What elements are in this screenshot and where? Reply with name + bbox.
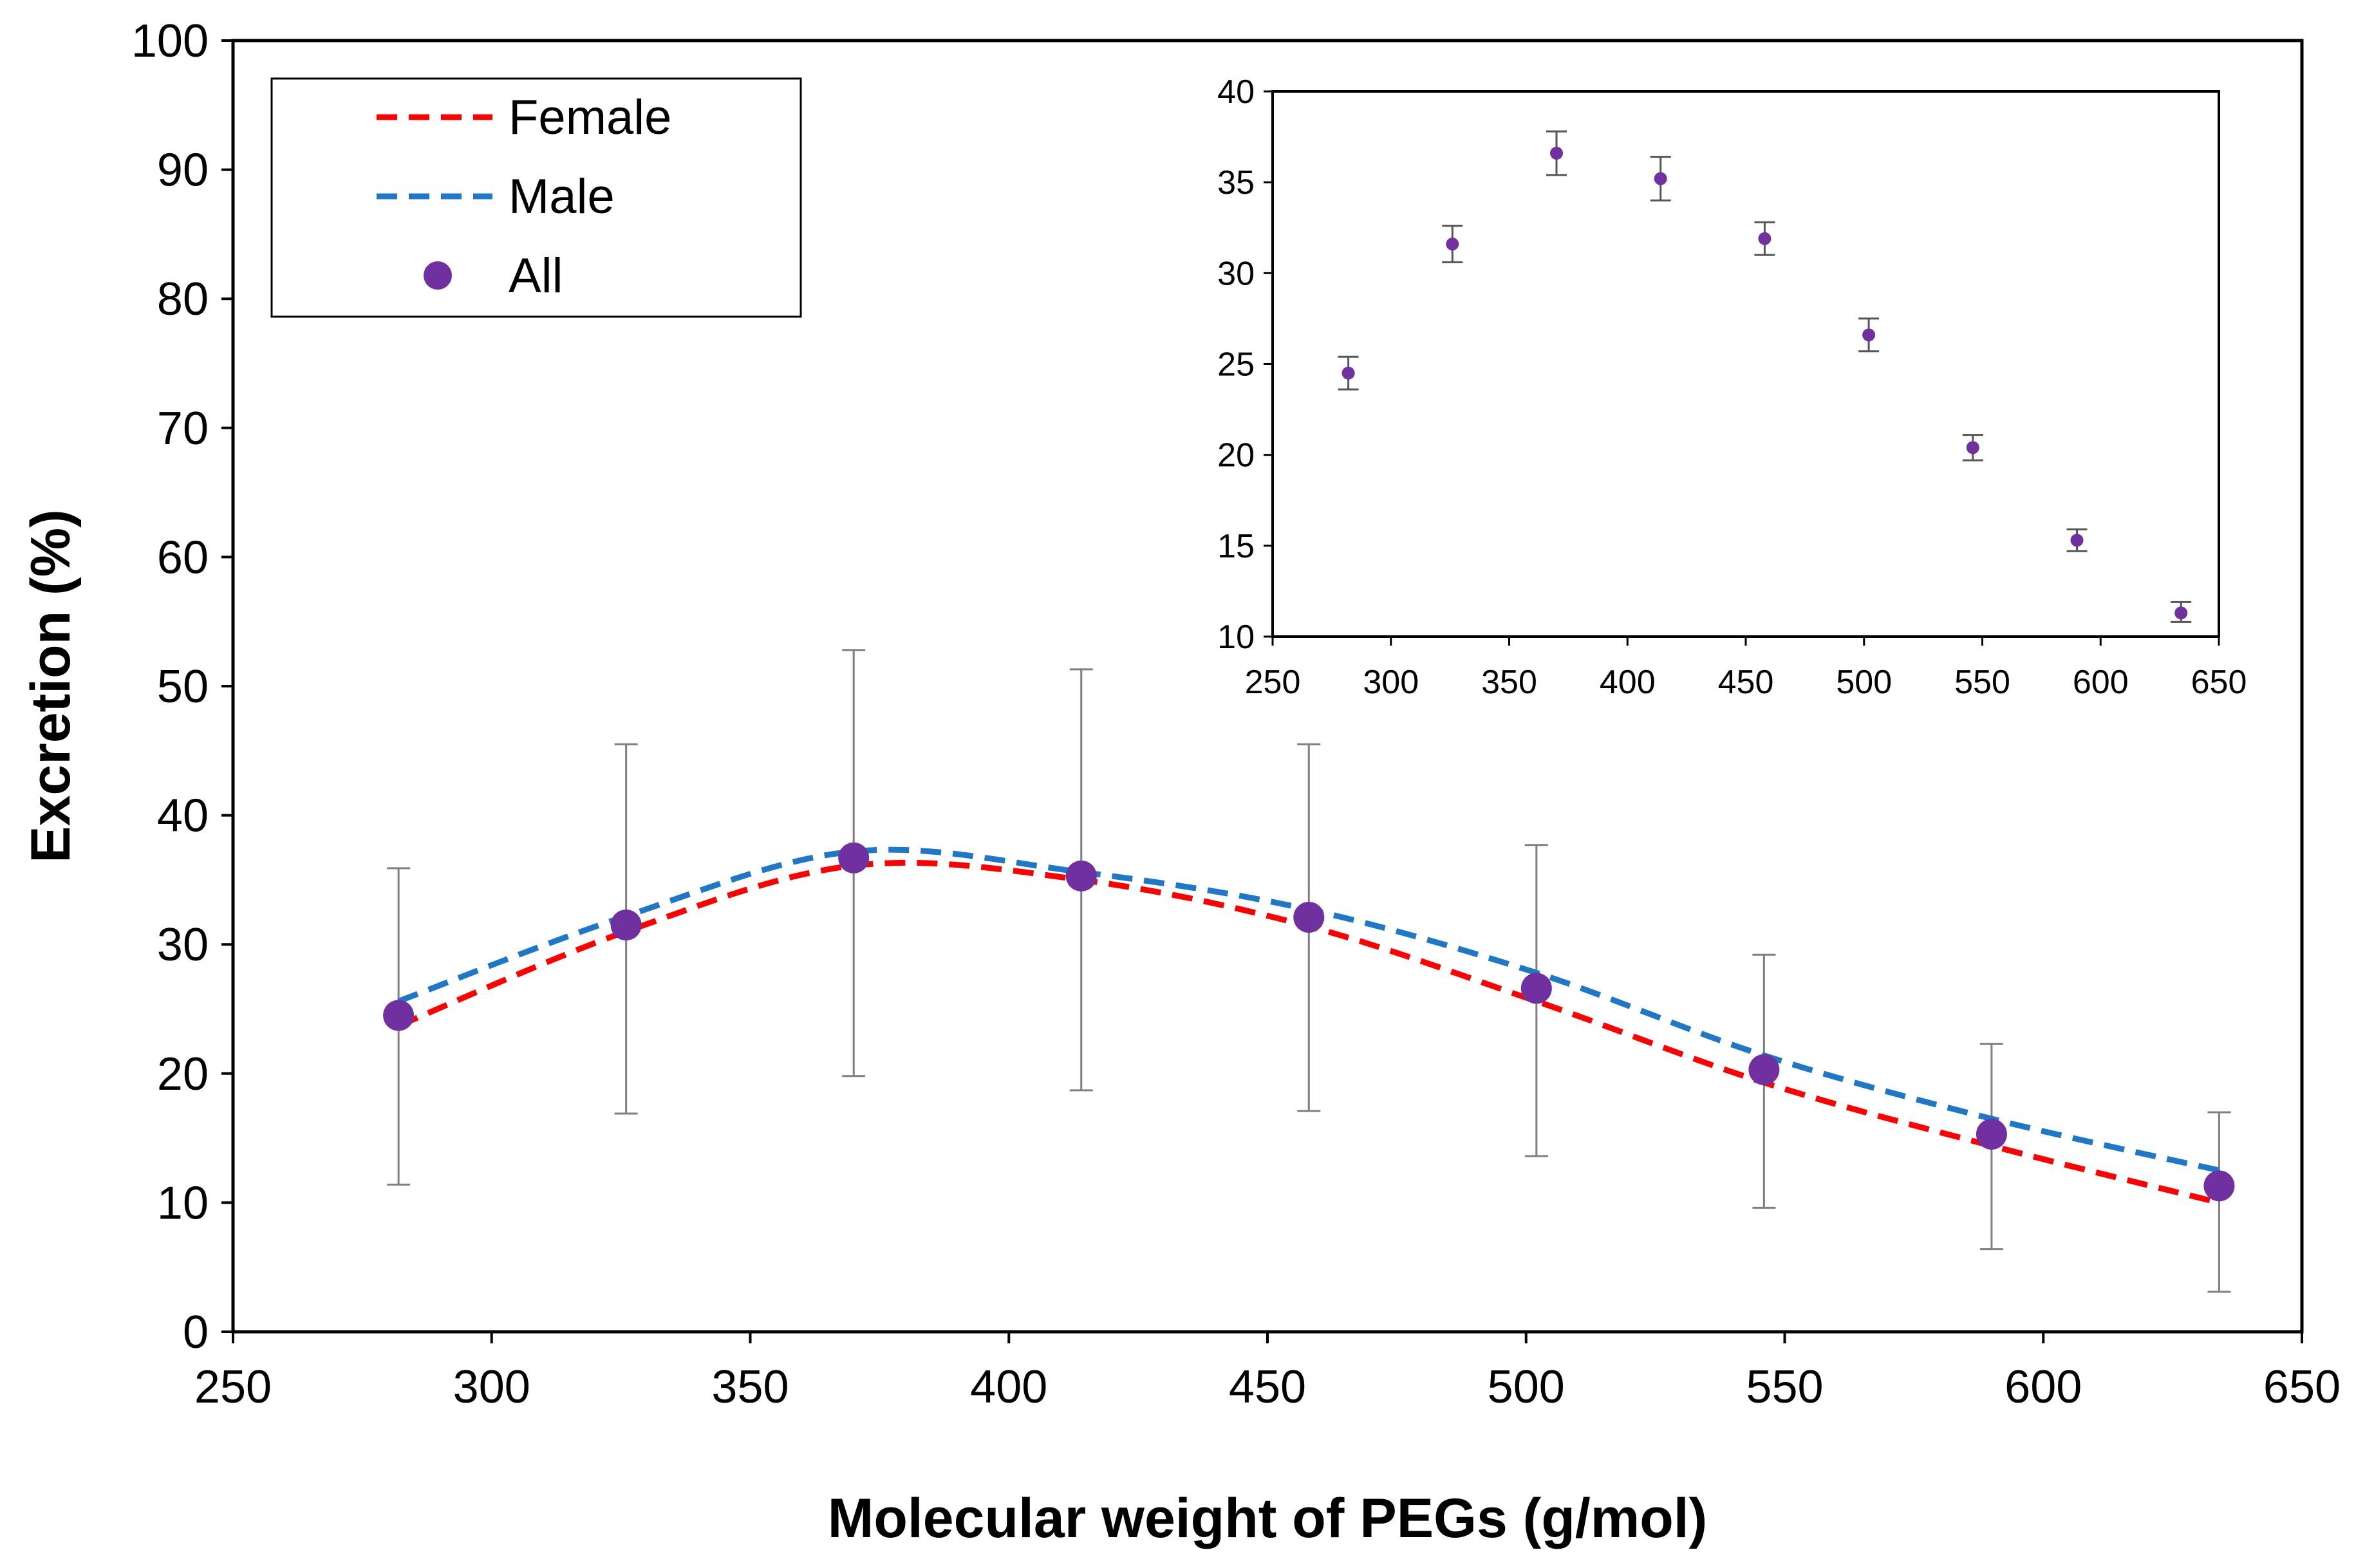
inset-point	[1758, 232, 1771, 245]
legend-all-label: All	[509, 248, 563, 303]
inset-y-axis-ticks: 10 15 20 25 30 35 40	[1217, 73, 1273, 656]
main-y-tick-label: 30	[157, 919, 209, 971]
main-y-tick-label: 40	[157, 790, 209, 842]
inset-plot-frame	[1271, 90, 2220, 638]
inset-plot: 10 15 20 25 30 35 40 250 300 350 400 450 500 550 600 6…	[1217, 73, 2247, 701]
inset-markers	[1341, 146, 2188, 620]
inset-y-tick-label: 15	[1217, 528, 1255, 565]
main-all-point	[838, 842, 870, 873]
inset-x-tick-label: 500	[1836, 664, 1892, 701]
main-y-tick-label: 100	[131, 15, 209, 67]
inset-point	[1654, 172, 1667, 185]
main-x-tick-label: 250	[194, 1361, 272, 1413]
main-y-tick-label: 20	[157, 1049, 209, 1100]
main-x-tick-label: 500	[1488, 1361, 1565, 1413]
main-x-tick-label: 600	[2005, 1361, 2082, 1413]
inset-x-tick-label: 300	[1363, 664, 1419, 701]
main-all-point	[1065, 860, 1097, 891]
main-all-point	[383, 1000, 415, 1031]
inset-x-tick-label: 550	[1954, 664, 2010, 701]
legend-box	[270, 77, 802, 318]
main-all-point	[1748, 1054, 1780, 1085]
main-all-point	[1293, 902, 1325, 933]
inset-point	[1446, 238, 1459, 251]
main-x-tick-label: 550	[1746, 1361, 1823, 1413]
main-series-markers	[383, 842, 2235, 1202]
main-x-tick-label: 400	[970, 1361, 1047, 1413]
main-all-point	[2203, 1170, 2235, 1202]
main-y-tick-label: 80	[157, 274, 209, 325]
main-plot: 0 10 20 30 40 50 60 70 80 90 100 250 300 350 400 450 50…	[131, 15, 2341, 1413]
inset-x-tick-label: 650	[2191, 664, 2247, 701]
main-y-tick-label: 90	[157, 145, 209, 196]
inset-point	[2070, 534, 2084, 547]
main-all-point	[1976, 1119, 2007, 1150]
main-x-tick-label: 450	[1229, 1361, 1306, 1413]
x-axis-title: Molecular weight of PEGs (g/mol)	[828, 1488, 1708, 1549]
legend-female-label: Female	[509, 90, 671, 145]
main-y-tick-label: 60	[157, 532, 209, 583]
main-error-bars	[387, 649, 2231, 1293]
main-y-tick-label: 70	[157, 403, 209, 454]
main-y-tick-label: 10	[157, 1177, 209, 1229]
main-x-tick-label: 650	[2263, 1361, 2341, 1413]
legend: Female Male All	[270, 77, 802, 318]
main-x-axis-ticks: 250 300 350 400 450 500 550 600 650	[194, 1332, 2341, 1413]
main-x-tick-label: 350	[711, 1361, 789, 1413]
inset-point	[1862, 328, 1876, 342]
inset-point	[1550, 146, 1563, 160]
inset-y-tick-label: 35	[1217, 164, 1255, 201]
inset-y-tick-label: 30	[1217, 255, 1255, 292]
inset-point	[1341, 366, 1355, 380]
inset-x-tick-label: 400	[1600, 664, 1656, 701]
inset-y-tick-label: 10	[1217, 619, 1255, 656]
legend-all-marker	[424, 261, 452, 290]
inset-x-tick-label: 350	[1481, 664, 1537, 701]
inset-x-tick-label: 600	[2073, 664, 2129, 701]
inset-y-tick-label: 20	[1217, 437, 1255, 474]
main-y-tick-label: 0	[183, 1307, 209, 1358]
inset-y-tick-label: 40	[1217, 73, 1255, 111]
inset-x-axis-ticks: 250 300 350 400 450 500 550 600 650	[1245, 637, 2247, 701]
main-x-tick-label: 300	[453, 1361, 530, 1413]
legend-male-label: Male	[509, 169, 615, 224]
main-y-tick-label: 50	[157, 661, 209, 713]
y-axis-title: Excretion (%)	[20, 509, 82, 863]
main-all-point	[1520, 973, 1552, 1004]
main-y-axis-ticks: 0 10 20 30 40 50 60 70 80 90 100	[131, 15, 233, 1358]
inset-x-tick-label: 450	[1718, 664, 1774, 701]
main-all-point	[610, 910, 642, 941]
inset-point	[2174, 606, 2188, 620]
inset-x-tick-label: 250	[1245, 664, 1301, 701]
inset-point	[1966, 441, 1979, 454]
inset-y-tick-label: 25	[1217, 346, 1255, 384]
